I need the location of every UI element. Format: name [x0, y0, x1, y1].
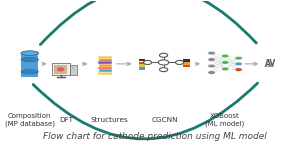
- Circle shape: [222, 54, 229, 58]
- Ellipse shape: [21, 51, 39, 55]
- FancyBboxPatch shape: [98, 67, 112, 69]
- Text: AV: AV: [265, 59, 276, 68]
- FancyBboxPatch shape: [183, 65, 190, 67]
- FancyBboxPatch shape: [21, 53, 39, 77]
- Circle shape: [222, 67, 229, 71]
- Text: Composition
(MP database): Composition (MP database): [5, 113, 55, 127]
- Ellipse shape: [57, 67, 64, 71]
- Text: Flow chart for cathode prediction using ML model: Flow chart for cathode prediction using …: [43, 132, 267, 141]
- FancyBboxPatch shape: [183, 59, 190, 62]
- FancyBboxPatch shape: [52, 64, 70, 75]
- FancyBboxPatch shape: [139, 67, 145, 70]
- FancyArrowPatch shape: [40, 0, 256, 45]
- Circle shape: [222, 61, 229, 64]
- FancyBboxPatch shape: [139, 62, 145, 64]
- Ellipse shape: [21, 57, 39, 62]
- Circle shape: [235, 62, 242, 66]
- Circle shape: [160, 68, 168, 72]
- Text: Structures: Structures: [91, 117, 129, 123]
- Circle shape: [208, 71, 215, 74]
- Circle shape: [160, 53, 168, 57]
- FancyBboxPatch shape: [54, 65, 67, 74]
- Circle shape: [144, 60, 152, 65]
- Text: DFT: DFT: [59, 117, 73, 123]
- FancyBboxPatch shape: [70, 65, 76, 75]
- Circle shape: [235, 56, 242, 60]
- FancyBboxPatch shape: [99, 64, 112, 67]
- Ellipse shape: [21, 70, 39, 74]
- Text: CGCNN: CGCNN: [152, 117, 178, 123]
- Circle shape: [235, 68, 242, 71]
- Circle shape: [208, 58, 215, 61]
- FancyArrowPatch shape: [33, 83, 258, 139]
- FancyBboxPatch shape: [98, 61, 112, 64]
- FancyBboxPatch shape: [139, 59, 145, 61]
- FancyBboxPatch shape: [99, 69, 112, 72]
- Circle shape: [158, 60, 169, 65]
- FancyBboxPatch shape: [99, 59, 112, 61]
- FancyBboxPatch shape: [139, 64, 145, 67]
- Circle shape: [175, 60, 184, 65]
- Ellipse shape: [21, 51, 39, 55]
- Circle shape: [208, 64, 215, 68]
- Circle shape: [208, 51, 215, 55]
- FancyBboxPatch shape: [98, 72, 112, 75]
- Text: XGBoost
(ML model): XGBoost (ML model): [205, 113, 244, 127]
- Ellipse shape: [72, 67, 74, 68]
- FancyBboxPatch shape: [183, 62, 190, 65]
- FancyBboxPatch shape: [98, 56, 112, 59]
